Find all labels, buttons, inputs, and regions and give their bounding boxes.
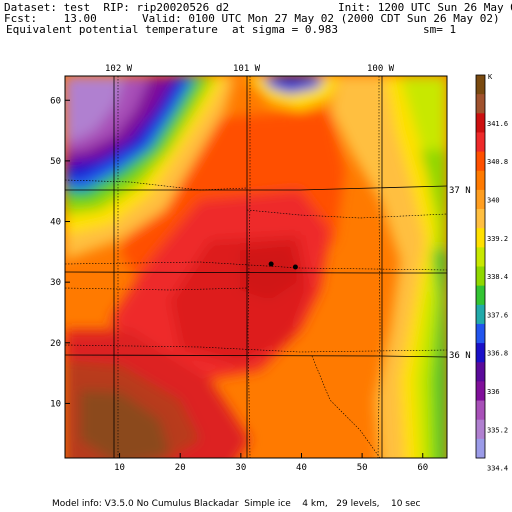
y-tick-label: 40 [50,218,61,228]
colorbar-swatch [476,132,485,153]
station-marker [268,261,274,267]
colorbar-label: 335.2 [487,426,508,434]
y-tick-label: 10 [50,399,61,409]
longitude-label-101w: 101 W [233,64,261,74]
longitude-label-100w: 100 W [367,64,395,74]
y-tick-label: 60 [50,96,61,106]
latitude-label-37n: 37 N [449,186,471,196]
colorbar-unit-label: K [488,73,493,81]
theta-e-field [65,76,447,458]
forecast-hour-label: Fcst: 13.00 [4,12,97,25]
colorbar-swatch [476,228,485,248]
colorbar-label: 338.4 [487,273,508,281]
longitude-label-102w: 102 W [105,64,133,74]
colorbar-swatch [476,189,485,210]
y-tick-label: 30 [50,278,61,288]
map-boundaries [65,76,447,458]
y-tick-label: 50 [50,157,61,167]
plot-frame [64,75,448,459]
x-tick-label: 50 [357,463,368,473]
model-info-footer: Model info: V3.5.0 No Cumulus Blackadar … [52,499,421,509]
colorbar: 341.6 340.8 340 339.2 338.4 337.6 336.8 336 335.… [475,74,508,473]
colorbar-swatch [476,247,485,267]
x-tick-label: 40 [296,463,307,473]
sigma-level-label: at sigma = 0.983 [232,23,338,36]
x-axis: 10 20 30 40 50 60 [114,453,428,473]
y-axis: 10 20 30 40 50 60 [50,96,70,409]
colorbar-swatch [476,343,485,363]
colorbar-swatch [476,381,485,402]
colorbar-swatch [476,209,485,229]
x-tick-label: 10 [114,463,125,473]
colorbar-label: 337.6 [487,311,508,319]
colorbar-swatch [476,438,485,459]
colorbar-label: 336 [487,388,500,396]
smoothing-label: sm= 1 [423,23,457,36]
colorbar-label: 336.8 [487,350,508,358]
colorbar-swatch [476,362,485,382]
colorbar-swatch [476,285,485,306]
latitude-label-36n: 36 N [449,351,471,361]
x-tick-label: 20 [175,463,186,473]
valid-time-label: Valid: 0100 UTC Mon 27 May 02 (2000 CDT … [142,12,500,25]
colorbar-swatch [476,94,485,114]
station-markers [268,261,298,270]
station-marker [292,264,298,270]
colorbar-swatch [476,151,485,172]
colorbar-swatch [476,419,485,440]
colorbar-label: 340 [487,196,500,204]
y-tick-label: 20 [50,339,61,349]
colorbar-frame [475,74,486,459]
colorbar-label: 340.8 [487,158,508,166]
colorbar-label: 339.2 [487,235,508,243]
colorbar-label: 334.4 [487,465,508,473]
colorbar-swatch [476,304,485,325]
colorbar-swatch [476,75,485,95]
colorbar-swatch [476,266,485,287]
colorbar-swatch [476,113,485,133]
colorbar-swatch [476,323,485,344]
dataset-label: Dataset: test RIP: rip20020526 d2 [4,1,230,14]
colorbar-label: 341.6 [487,120,508,128]
x-tick-label: 60 [417,463,428,473]
field-name-label: Equivalent potential temperature [6,23,218,36]
colorbar-swatch [476,400,485,421]
colorbar-swatch [476,170,485,191]
x-tick-label: 30 [235,463,246,473]
init-time-label: Init: 1200 UTC Sun 26 May 02 [338,1,512,14]
